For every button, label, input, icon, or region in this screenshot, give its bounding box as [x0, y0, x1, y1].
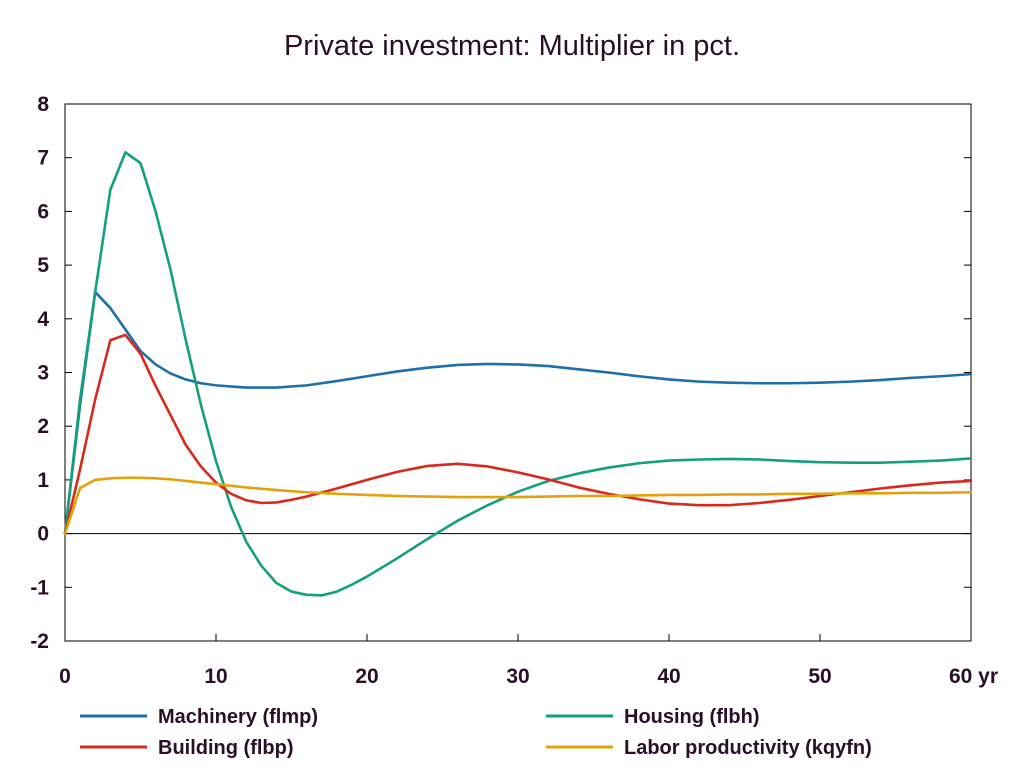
series-line-labor-productivity-kqyfn	[63, 476, 973, 535]
y-tick-label: 8	[37, 93, 49, 116]
x-tick-label: 60 yr	[949, 665, 998, 688]
legend-item-housing-flbh: Housing (flbh)	[546, 706, 760, 728]
legend-item-building-flbp: Building (flbp)	[80, 737, 294, 759]
y-tick-label: 1	[37, 469, 49, 492]
legend-item-labor-productivity-kqyfn: Labor productivity (kqyfn)	[546, 737, 872, 759]
y-tick-label: 7	[37, 147, 49, 170]
series-line-housing-flbh	[63, 151, 973, 597]
y-tick-label: -2	[30, 630, 49, 653]
x-tick-label: 10	[204, 665, 227, 688]
plot-frame	[64, 103, 972, 642]
x-tick-label: 30	[506, 665, 529, 688]
x-tick-label: 40	[657, 665, 680, 688]
legend-label: Labor productivity (kqyfn)	[624, 737, 872, 759]
y-tick-label: 2	[37, 415, 49, 438]
y-tick-label: 3	[37, 362, 49, 385]
x-tick-label: 20	[355, 665, 378, 688]
series-line-machinery-flmp	[63, 290, 973, 535]
legend-label: Building (flbp)	[158, 737, 294, 759]
legend-item-machinery-flmp: Machinery (flmp)	[80, 706, 318, 728]
y-tick-label: 5	[37, 254, 49, 277]
series-line-building-flbp	[63, 333, 973, 535]
legend-label: Housing (flbh)	[624, 706, 760, 728]
chart-title: Private investment: Multiplier in pct.	[283, 30, 741, 62]
x-tick-label: 50	[808, 665, 831, 688]
y-tick-label: 4	[37, 308, 49, 331]
y-tick-label: 0	[37, 523, 49, 546]
y-tick-label: 6	[37, 200, 49, 223]
legend-label: Machinery (flmp)	[158, 706, 318, 728]
x-tick-label: 0	[59, 665, 71, 688]
y-tick-label: -1	[30, 576, 49, 599]
